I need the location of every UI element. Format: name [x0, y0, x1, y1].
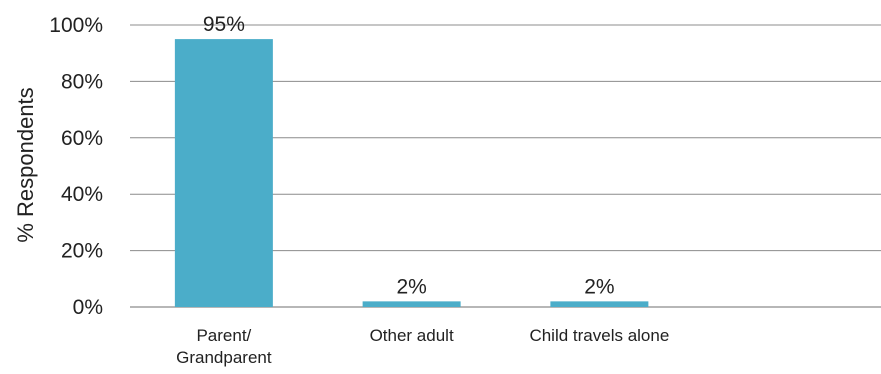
y-tick-label: 20%: [61, 240, 103, 263]
x-tick-label: Other adult: [370, 326, 454, 345]
y-tick-label: 100%: [49, 14, 103, 37]
y-axis-label: % Respondents: [13, 87, 38, 242]
data-label: 2%: [584, 275, 614, 298]
data-label: 2%: [396, 275, 426, 298]
x-axis-ticks: Parent/Grandparent Other adult Child trave…: [176, 326, 669, 367]
bars: [174, 39, 649, 307]
y-tick-label: 80%: [61, 70, 103, 93]
bar: [550, 301, 649, 307]
y-tick-label: 60%: [61, 127, 103, 150]
x-tick-label: Child travels alone: [529, 326, 669, 345]
x-tick-label: Parent/Grandparent: [176, 326, 272, 367]
y-axis-ticks: 0% 20% 40% 60% 80% 100%: [49, 14, 103, 319]
bar: [174, 39, 273, 307]
data-labels: 95% 2% 2%: [203, 13, 615, 298]
y-tick-label: 0%: [73, 296, 103, 319]
bar: [362, 301, 461, 307]
y-tick-label: 40%: [61, 183, 103, 206]
data-label: 95%: [203, 13, 245, 36]
